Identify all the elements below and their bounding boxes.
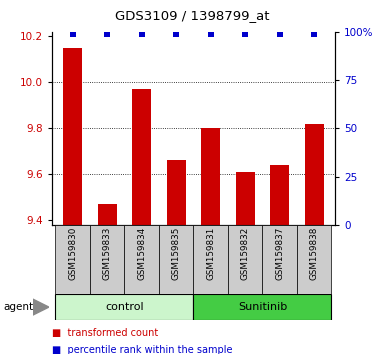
Text: GSM159833: GSM159833 — [103, 227, 112, 280]
FancyBboxPatch shape — [194, 225, 228, 294]
Point — [311, 31, 317, 36]
Bar — [305, 124, 324, 225]
Text: GSM159831: GSM159831 — [206, 227, 215, 280]
FancyBboxPatch shape — [194, 294, 331, 320]
Text: ■  transformed count: ■ transformed count — [52, 328, 158, 338]
Point — [139, 31, 145, 36]
Bar — [132, 89, 151, 225]
Text: GSM159835: GSM159835 — [172, 227, 181, 280]
Bar — [201, 128, 220, 225]
Text: ■  percentile rank within the sample: ■ percentile rank within the sample — [52, 346, 233, 354]
Text: GSM159830: GSM159830 — [68, 227, 77, 280]
FancyBboxPatch shape — [55, 294, 194, 320]
Text: GSM159837: GSM159837 — [275, 227, 284, 280]
FancyBboxPatch shape — [297, 225, 331, 294]
Bar — [270, 165, 289, 225]
Text: agent: agent — [4, 302, 34, 312]
Text: control: control — [105, 302, 144, 312]
Text: GSM159838: GSM159838 — [310, 227, 319, 280]
Text: GSM159834: GSM159834 — [137, 227, 146, 280]
Point — [173, 31, 179, 36]
Text: Sunitinib: Sunitinib — [238, 302, 287, 312]
FancyBboxPatch shape — [55, 225, 90, 294]
Bar — [98, 204, 117, 225]
FancyBboxPatch shape — [124, 225, 159, 294]
Polygon shape — [33, 299, 49, 315]
Point — [104, 31, 110, 36]
Point — [70, 31, 76, 36]
FancyBboxPatch shape — [90, 225, 124, 294]
Point — [208, 31, 214, 36]
FancyBboxPatch shape — [159, 225, 194, 294]
Bar — [236, 172, 255, 225]
Bar — [63, 48, 82, 225]
Point — [277, 31, 283, 36]
Point — [242, 31, 248, 36]
Text: GDS3109 / 1398799_at: GDS3109 / 1398799_at — [115, 9, 270, 22]
FancyBboxPatch shape — [228, 225, 263, 294]
Text: GSM159832: GSM159832 — [241, 227, 250, 280]
Bar — [167, 160, 186, 225]
FancyBboxPatch shape — [263, 225, 297, 294]
